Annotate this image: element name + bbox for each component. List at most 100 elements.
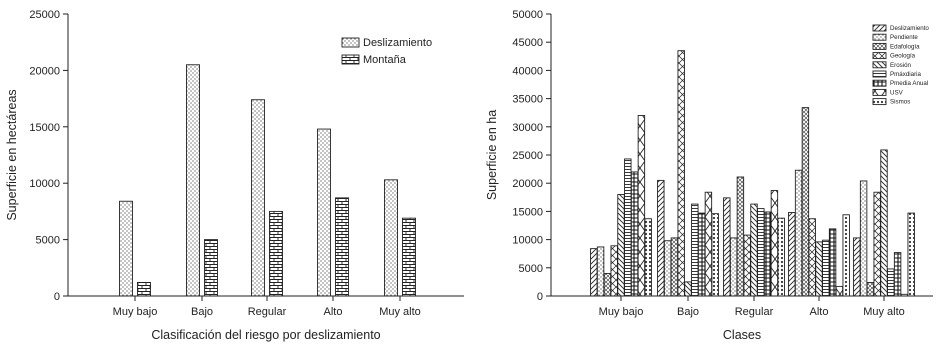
y-tick-label: 20000 bbox=[512, 178, 543, 190]
bar-geología-2 bbox=[743, 234, 751, 297]
bar-pmedia-anual-2 bbox=[763, 211, 772, 297]
bar-usv-3 bbox=[835, 285, 844, 297]
bar-pmáxdiaria-4 bbox=[887, 268, 895, 297]
bar-pendiente-2 bbox=[729, 237, 738, 297]
bar-deslizamiento-0 bbox=[590, 248, 598, 297]
bar-montaña-0 bbox=[137, 282, 151, 297]
y-tick-label: 15000 bbox=[29, 122, 60, 134]
bar-pmedia-anual-0 bbox=[630, 171, 639, 297]
bar-sismos-3 bbox=[842, 214, 850, 297]
y-tick-label: 10000 bbox=[29, 178, 60, 190]
bar-sismos-4 bbox=[907, 212, 915, 297]
legend-label: USV bbox=[890, 89, 904, 96]
y-tick-label: 20000 bbox=[29, 65, 60, 77]
y-tick-label: 0 bbox=[54, 291, 60, 303]
bar-edafología-3 bbox=[801, 107, 810, 297]
legend-label: Pendiente bbox=[890, 34, 918, 41]
x-axis-title: Clasificación del riesgo por deslizamien… bbox=[151, 328, 380, 342]
bar-deslizamiento-4 bbox=[384, 179, 398, 297]
bar-deslizamiento-3 bbox=[788, 212, 796, 297]
bar-deslizamiento-2 bbox=[723, 197, 731, 297]
bar-edafología-1 bbox=[670, 237, 679, 297]
bar-erosión-0 bbox=[617, 194, 625, 297]
bar-pmáxdiaria-1 bbox=[691, 203, 699, 297]
legend-swatch bbox=[872, 79, 887, 87]
y-tick-label: 0 bbox=[537, 291, 543, 303]
bar-pmáxdiaria-0 bbox=[624, 158, 632, 297]
legend-label: Erosión bbox=[890, 62, 912, 69]
legend: Deslizamiento Montaña bbox=[341, 37, 432, 66]
legend-swatch bbox=[872, 42, 887, 50]
bar-montaña-3 bbox=[335, 197, 349, 297]
bar-deslizamiento-4 bbox=[853, 237, 861, 297]
bar-pendiente-1 bbox=[663, 240, 672, 297]
y-tick-label: 30000 bbox=[512, 122, 543, 134]
legend-swatch bbox=[872, 88, 887, 96]
bar-pmedia-anual-3 bbox=[828, 228, 837, 297]
bar-usv-2 bbox=[770, 190, 779, 297]
bar-geología-3 bbox=[808, 218, 816, 297]
legend-label: Sismos bbox=[890, 99, 910, 106]
legend-label: Deslizamiento bbox=[363, 37, 432, 49]
legend-swatch bbox=[872, 61, 887, 69]
bar-pmedia-anual-4 bbox=[893, 252, 902, 297]
chart-2: 0 5000 10000 15000 20000 25000 30000 35000 40000… bbox=[485, 9, 933, 342]
bar-deslizamiento-2 bbox=[251, 99, 265, 297]
bar-montaña-2 bbox=[269, 210, 283, 297]
legend-label: Montaña bbox=[363, 54, 407, 66]
bar-edafología-0 bbox=[603, 272, 612, 297]
legend: Deslizamiento Pendiente Edafología Geología… bbox=[872, 24, 929, 106]
x-tick-label: Muy alto bbox=[379, 306, 421, 318]
y-tick-label: 10000 bbox=[512, 235, 543, 247]
y-tick-label: 15000 bbox=[512, 206, 543, 218]
bar-pmáxdiaria-2 bbox=[757, 208, 765, 297]
legend-swatch bbox=[872, 52, 887, 60]
bar-edafología-4 bbox=[866, 282, 875, 297]
bar-pmáxdiaria-3 bbox=[822, 239, 830, 297]
legend-swatch bbox=[872, 33, 887, 41]
x-tick-label: Bajo bbox=[191, 306, 213, 318]
bar-erosión-4 bbox=[880, 149, 888, 297]
legend-label: Geología bbox=[890, 53, 916, 60]
bar-pendiente-4 bbox=[859, 180, 868, 297]
legend-label: Deslizamiento bbox=[890, 25, 929, 32]
x-tick-label: Bajo bbox=[677, 306, 699, 318]
bar-deslizamiento-0 bbox=[119, 200, 133, 297]
y-tick-label: 5000 bbox=[36, 235, 60, 247]
legend-swatch bbox=[341, 37, 360, 48]
bar-montaña-4 bbox=[402, 217, 416, 297]
legend-label: Pmáxdiaria bbox=[890, 71, 922, 78]
legend-label: Pmedia Anual bbox=[890, 80, 928, 87]
bar-deslizamiento-3 bbox=[317, 128, 331, 297]
bar-sismos-1 bbox=[711, 213, 719, 297]
x-axis-title: Clases bbox=[723, 328, 761, 342]
y-axis-title: Superficie en hectáreas bbox=[5, 89, 19, 220]
bar-usv-0 bbox=[637, 115, 646, 297]
bar-montaña-1 bbox=[204, 239, 218, 297]
y-tick-label: 50000 bbox=[512, 9, 543, 21]
legend-swatch bbox=[872, 24, 887, 32]
bar-erosión-2 bbox=[750, 203, 758, 297]
x-tick-label: Regular bbox=[735, 306, 774, 318]
bar-pendiente-0 bbox=[596, 246, 605, 297]
bar-edafología-2 bbox=[736, 176, 745, 297]
bar-sismos-0 bbox=[644, 218, 652, 297]
bar-deslizamiento-1 bbox=[186, 64, 200, 297]
bar-geología-1 bbox=[677, 50, 685, 297]
bar-geología-0 bbox=[610, 245, 618, 297]
x-tick-label: Muy bajo bbox=[599, 306, 644, 318]
bar-sismos-2 bbox=[777, 217, 785, 297]
x-tick-label: Regular bbox=[248, 306, 287, 318]
y-tick-label: 25000 bbox=[29, 9, 60, 21]
bar-pmedia-anual-1 bbox=[697, 212, 706, 297]
y-tick-label: 5000 bbox=[519, 263, 543, 275]
x-tick-label: Muy alto bbox=[863, 306, 905, 318]
bar-erosión-3 bbox=[815, 241, 823, 297]
x-tick-label: Muy bajo bbox=[113, 306, 158, 318]
legend-swatch bbox=[872, 98, 887, 106]
bar-usv-1 bbox=[704, 191, 713, 297]
x-tick-label: Alto bbox=[324, 306, 343, 318]
y-tick-label: 25000 bbox=[512, 150, 543, 162]
